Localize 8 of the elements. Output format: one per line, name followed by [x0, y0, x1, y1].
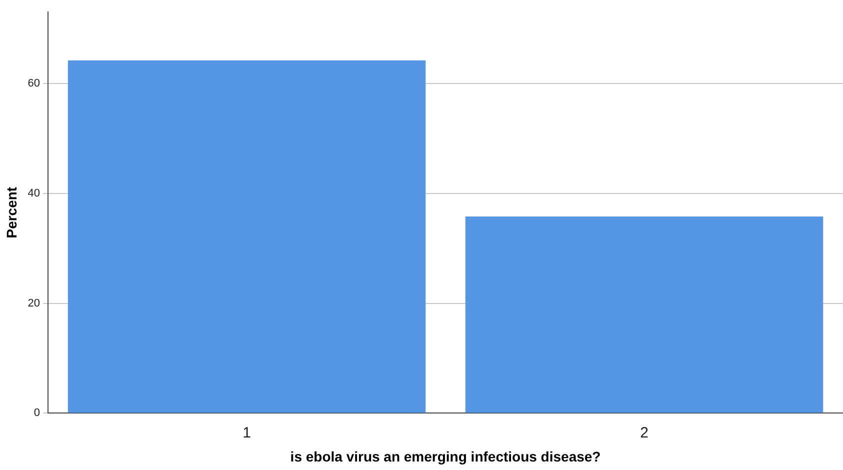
y-axis-title: Percent — [3, 186, 20, 238]
y-tick-label: 60 — [28, 77, 40, 90]
x-axis-title: is ebola virus an emerging infectious disease? — [290, 448, 601, 464]
y-tick-label: 40 — [28, 187, 40, 200]
y-tick-label: 0 — [34, 407, 40, 420]
x-tick-label: 1 — [242, 424, 251, 442]
x-tick-label: 2 — [640, 424, 648, 442]
y-tick-label: 20 — [28, 297, 40, 310]
